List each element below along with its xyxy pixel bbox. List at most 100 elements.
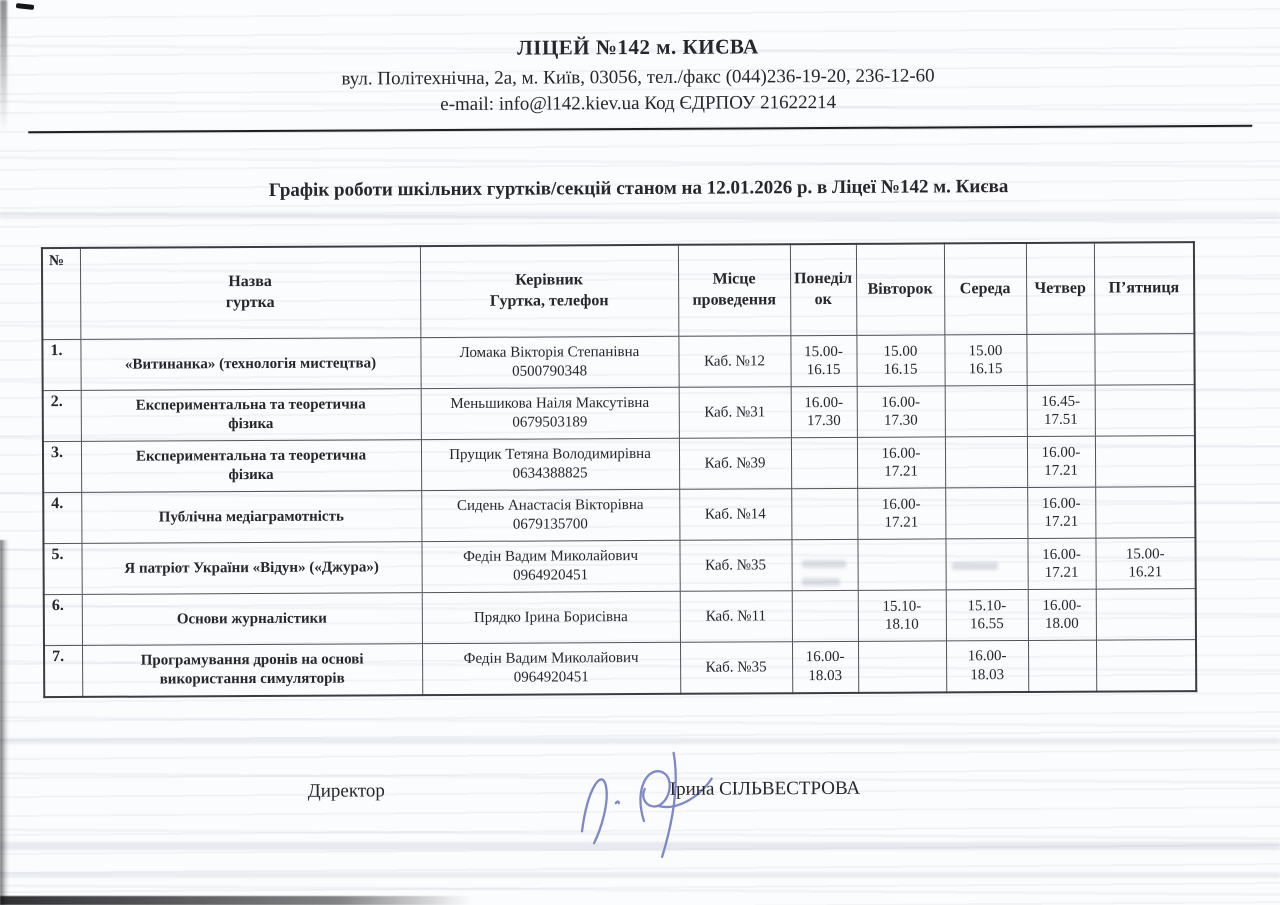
tuesday-cell [857, 539, 946, 591]
time-text: 15.10-16.55 [967, 597, 1007, 633]
signer-name: Ірина СІЛЬВЕСТРОВА [669, 777, 861, 800]
club-name-cell: Програмування дронів на основі використа… [82, 643, 423, 697]
time-text: 16.00-17.30 [804, 394, 844, 430]
wednesday-cell [944, 436, 1028, 489]
wednesday-cell [945, 487, 1028, 540]
friday-cell [1094, 435, 1196, 488]
table-row: 7. Програмування дронів на основі викори… [44, 639, 1197, 697]
leader-cell: Прущик Тетяна Володимирівна 0634388825 [420, 438, 680, 491]
place-cell: Каб. №11 [679, 590, 792, 643]
table-row: 1. «Витинанка» (технологія мистецтва) Ло… [42, 333, 1195, 391]
wednesday-cell: 16.00-18.03 [945, 640, 1029, 693]
tuesday-cell: 16.00-17.21 [856, 437, 946, 489]
monday-cell: 16.00-17.30 [790, 386, 857, 438]
col-header-num: № [41, 247, 81, 340]
leader-phone: 0679503189 [512, 414, 588, 431]
time-text: 16.00-17.21 [881, 496, 921, 531]
school-email: e-mail: info@l142.kiev.ua Код ЄДРПОУ 216… [440, 91, 837, 116]
leader-name: Федін Вадим Миколайович [463, 649, 639, 667]
table-row: 3. Експериментальна та теоретична фізика… [42, 435, 1196, 493]
monday-cell: 15.00-16.15 [790, 335, 857, 387]
place-cell: Каб. №35 [679, 641, 793, 694]
col-header-thursday: Четвер [1025, 242, 1095, 335]
time-text: 16.00-17.21 [881, 445, 921, 480]
club-name-text: Я патріот України «Відун» («Джура») [124, 558, 379, 577]
tuesday-cell: 15.10-18.10 [857, 590, 946, 642]
club-name-text: Програмування дронів на основі використа… [140, 650, 364, 688]
place-cell: Каб. №12 [678, 335, 791, 388]
tuesday-cell [857, 641, 947, 693]
club-name-cell: Експериментальна та теоретична фізика [80, 439, 422, 493]
time-text: 15.10-18.10 [882, 598, 922, 633]
letterhead-divider [28, 124, 1253, 133]
leader-cell: Прядко Ірина Борисівна [421, 591, 680, 644]
tuesday-cell: 15.00 16.15 [856, 335, 945, 387]
table-row: 6. Основи журналістики Прядко Ірина Бори… [43, 588, 1196, 646]
wednesday-cell: 15.10-16.55 [945, 589, 1028, 642]
thursday-cell [1027, 640, 1097, 692]
row-number-cell: 4. [43, 492, 82, 544]
leader-cell: Федін Вадим Миколайович 0964920451 [421, 540, 680, 593]
col-header-leader: Керівник Гуртка, телефон [419, 244, 679, 338]
col-header-place: Місце проведення [677, 243, 791, 337]
friday-cell [1095, 639, 1197, 692]
time-text: 15.00-16.15 [804, 343, 843, 379]
thursday-cell: 16.00-18.00 [1027, 589, 1096, 641]
leader-name: Ломака Вікторія Степанівна [459, 343, 640, 361]
monday-cell [791, 488, 858, 540]
club-name-cell: Я патріот України «Відун» («Джура») [81, 541, 422, 595]
time-text: 15.00-16.21 [1125, 545, 1165, 581]
letterhead: ЛІЦЕЙ №142 м. КИЄВА вул. Політехнічна, 2… [0, 31, 1278, 119]
wednesday-cell [944, 385, 1027, 438]
thursday-cell: 16.00-17.21 [1027, 538, 1096, 590]
time-text: 16.00-18.00 [1042, 597, 1082, 633]
friday-cell [1094, 384, 1195, 437]
leader-name: Сидень Анастасія Вікторівна [456, 496, 644, 514]
club-name-cell: «Витинанка» (технологія мистецтва) [80, 337, 421, 391]
club-name-cell: Основи журналістики [81, 592, 422, 646]
thursday-cell [1026, 334, 1095, 386]
club-name-cell: Публічна медіаграмотність [81, 490, 422, 544]
leader-cell: Ломака Вікторія Степанівна 0500790348 [420, 336, 679, 389]
friday-cell [1094, 333, 1195, 386]
place-cell: Каб. №35 [679, 539, 792, 592]
time-text: 15.00 16.15 [968, 342, 1003, 378]
time-text: 16.45-17.51 [1041, 393, 1081, 429]
thursday-cell: 16.00-17.21 [1026, 436, 1096, 488]
time-text: 16.00-17.21 [1042, 546, 1081, 582]
friday-cell [1095, 486, 1196, 539]
tuesday-cell: 16.00-17.21 [857, 488, 946, 540]
club-name-text: Публічна медіаграмотність [158, 508, 344, 526]
row-number-cell: 3. [42, 441, 82, 493]
time-text: 16.00-18.03 [967, 648, 1007, 684]
wednesday-cell: 15.00 16.15 [944, 334, 1027, 387]
thursday-cell: 16.00-17.21 [1027, 487, 1096, 539]
monday-cell [790, 437, 858, 489]
col-header-club-name: Назва гуртка [79, 245, 421, 340]
club-name-text: Основи журналістики [176, 610, 327, 627]
director-label: Директор [307, 780, 385, 802]
club-name-cell: Експериментальна та теоретична фізика [80, 388, 421, 442]
time-text: 16.00-17.21 [1041, 444, 1081, 480]
row-number-cell: 1. [42, 339, 81, 391]
time-text: 16.00-17.30 [881, 394, 921, 429]
monday-cell: 16.00-18.03 [791, 641, 859, 693]
place-cell: Каб. №14 [679, 488, 792, 541]
table-header-row: № Назва гуртка Керівник Гуртка, телефон … [41, 241, 1195, 340]
row-number-cell: 2. [42, 390, 81, 442]
row-number-cell: 5. [43, 543, 82, 595]
col-header-monday: Понеділок [789, 243, 857, 336]
leader-phone: 0679135700 [512, 516, 588, 533]
monday-cell [791, 590, 858, 642]
leader-cell: Федін Вадим Миколайович 0964920451 [421, 642, 681, 695]
school-name: ЛІЦЕЙ №142 м. КИЄВА [517, 34, 759, 60]
time-text: 16.00-18.03 [805, 649, 845, 685]
leader-cell: Меньшикова Наіля Максутівна 0679503189 [420, 387, 679, 440]
place-cell: Каб. №39 [678, 437, 792, 490]
place-cell: Каб. №31 [678, 386, 791, 439]
leader-name: Федін Вадим Миколайович [463, 547, 639, 565]
row-number-cell: 6. [43, 594, 83, 646]
table-row: 2. Експериментальна та теоретична фізика… [42, 384, 1195, 442]
leader-phone: 0500790348 [512, 363, 588, 380]
